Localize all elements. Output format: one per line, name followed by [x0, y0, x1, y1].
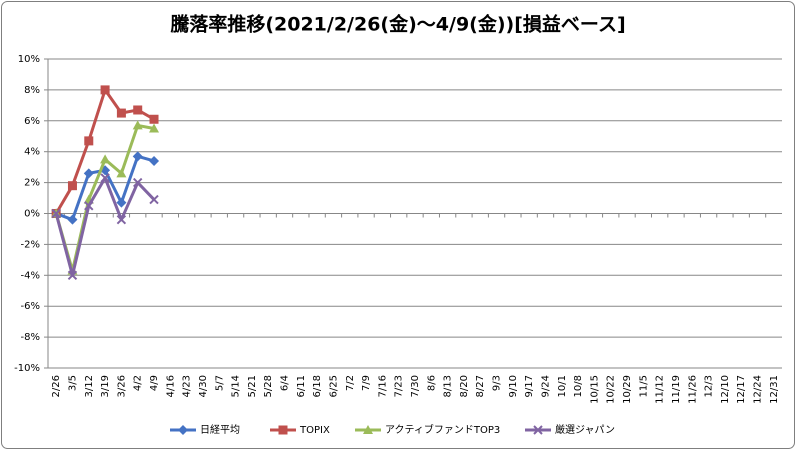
- x-tick-label: 10/15: [589, 375, 600, 404]
- data-point: [149, 155, 160, 166]
- y-tick-label: 2%: [24, 178, 40, 189]
- data-point: [133, 177, 143, 188]
- legend-marker: [533, 425, 543, 435]
- legend-label: 厳選ジャパン: [555, 423, 615, 436]
- x-tick-label: 9/17: [524, 375, 535, 397]
- data-point: [132, 120, 143, 130]
- x-tick-label: 7/2: [345, 375, 356, 391]
- data-point: [83, 168, 94, 179]
- x-tick-label: 11/12: [655, 375, 666, 404]
- x-tick-label: 6/25: [328, 375, 339, 397]
- x-tick-label: 9/10: [508, 375, 519, 397]
- x-tick-label: 3/5: [67, 375, 78, 391]
- x-tick-label: 10/1: [557, 375, 568, 397]
- x-tick-label: 3/12: [84, 375, 95, 397]
- x-tick-label: 12/17: [736, 375, 747, 404]
- x-tick-label: 4/23: [182, 375, 193, 397]
- legend-label: アクティブファンドTOP3: [385, 423, 500, 436]
- x-tick-label: 10/29: [622, 375, 633, 404]
- data-point: [100, 173, 110, 183]
- x-tick-label: 8/20: [459, 375, 470, 397]
- x-tick-label: 6/18: [312, 375, 323, 397]
- x-tick-label: 8/27: [475, 375, 486, 397]
- x-tick-label: 9/24: [540, 375, 551, 397]
- data-point: [149, 123, 160, 133]
- x-tick-label: 8/13: [443, 375, 454, 397]
- x-tick-label: 7/9: [361, 375, 372, 391]
- x-tick-label: 5/28: [263, 375, 274, 397]
- x-tick-label: 2/26: [51, 375, 62, 397]
- data-point: [67, 270, 78, 281]
- x-tick-label: 7/16: [377, 375, 388, 397]
- x-tick-label: 4/16: [165, 375, 176, 397]
- x-tick-label: 4/2: [133, 375, 144, 391]
- x-tick-label: 4/9: [149, 375, 160, 391]
- x-tick-label: 11/19: [671, 375, 682, 404]
- legend-marker: [278, 425, 288, 435]
- x-tick-label: 5/14: [231, 375, 242, 397]
- data-point: [116, 214, 127, 225]
- y-tick-label: 8%: [24, 85, 40, 96]
- data-point: [100, 85, 110, 95]
- x-tick-label: 6/4: [280, 375, 291, 391]
- legend-label: TOPIX: [299, 425, 330, 436]
- y-tick-label: -8%: [21, 332, 40, 343]
- data-point: [132, 151, 143, 162]
- data-point: [116, 168, 127, 178]
- data-point: [116, 108, 126, 118]
- x-tick-label: 10/8: [573, 375, 584, 397]
- x-tick-label: 11/5: [638, 375, 649, 397]
- x-tick-label: 3/26: [116, 375, 127, 397]
- x-tick-label: 12/31: [769, 375, 780, 404]
- data-point: [100, 154, 111, 164]
- x-tick-label: 7/30: [410, 375, 421, 397]
- x-tick-label: 8/6: [426, 375, 437, 391]
- y-tick-label: -6%: [21, 301, 40, 312]
- data-point: [84, 136, 94, 146]
- x-tick-label: 7/23: [394, 375, 405, 397]
- y-tick-label: -2%: [21, 239, 40, 250]
- data-point: [149, 114, 159, 124]
- x-tick-label: 12/24: [753, 375, 764, 404]
- y-tick-label: 4%: [24, 147, 40, 158]
- y-tick-label: 10%: [18, 54, 40, 65]
- x-tick-label: 3/19: [100, 375, 111, 397]
- x-tick-label: 12/3: [704, 375, 715, 397]
- x-tick-label: 11/26: [687, 375, 698, 404]
- legend-marker: [363, 425, 373, 434]
- y-tick-label: -4%: [21, 270, 40, 281]
- x-tick-label: 10/22: [606, 375, 617, 404]
- legend-label: 日経平均: [200, 423, 240, 436]
- x-tick-label: 4/30: [198, 375, 209, 397]
- data-point: [67, 214, 78, 225]
- data-point: [51, 208, 61, 219]
- x-tick-label: 9/3: [492, 375, 503, 391]
- x-tick-label: 5/7: [214, 375, 225, 391]
- data-point: [149, 194, 159, 205]
- data-point: [133, 105, 143, 115]
- data-point: [67, 181, 77, 191]
- x-tick-label: 6/11: [296, 375, 307, 397]
- data-point: [116, 197, 127, 208]
- y-tick-label: 0%: [24, 209, 40, 220]
- x-tick-label: 5/21: [247, 375, 258, 397]
- legend-marker: [178, 425, 188, 435]
- y-tick-label: 6%: [24, 116, 40, 127]
- x-tick-label: 12/10: [720, 375, 731, 404]
- data-point: [84, 201, 94, 211]
- y-tick-label: -10%: [14, 363, 40, 374]
- chart-title: 騰落率推移(2021/2/26(金)〜4/9(金))[損益ベース]: [169, 13, 625, 36]
